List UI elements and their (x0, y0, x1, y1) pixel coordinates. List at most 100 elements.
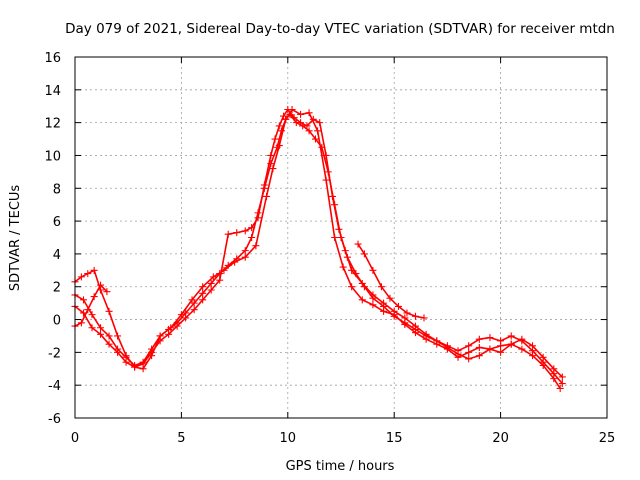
data-point (550, 365, 558, 373)
x-axis-label: GPS time / hours (286, 459, 395, 474)
data-point (358, 296, 366, 304)
data-point (277, 127, 285, 135)
data-point (97, 330, 105, 338)
data-point (269, 165, 277, 173)
data-point (394, 302, 402, 310)
data-point (103, 288, 111, 296)
data-point (77, 319, 85, 327)
y-tick-label: 16 (44, 51, 61, 66)
data-point (122, 358, 130, 366)
data-point (475, 352, 483, 360)
data-point (224, 230, 232, 238)
data-point (233, 255, 241, 263)
data-point (97, 281, 105, 289)
data-point (422, 330, 430, 338)
data-point (305, 127, 313, 135)
data-point (529, 342, 537, 350)
y-tick-label: 6 (53, 215, 61, 230)
chart-title: Day 079 of 2021, Sidereal Day-to-day VTE… (65, 21, 615, 37)
x-tick-label: 25 (599, 431, 616, 446)
data-point (271, 135, 279, 143)
data-point (297, 110, 305, 118)
data-point (248, 234, 256, 241)
data-point (303, 122, 311, 130)
data-point (114, 348, 122, 356)
data-point (507, 340, 515, 348)
data-point (518, 335, 526, 343)
data-point (558, 380, 566, 388)
data-point (369, 266, 377, 274)
data-point (390, 307, 398, 315)
data-point (241, 247, 249, 255)
series-track-b (71, 110, 566, 388)
data-point (335, 225, 343, 233)
data-point (454, 350, 462, 358)
data-point (297, 119, 305, 127)
data-point (131, 363, 139, 371)
data-point (199, 289, 207, 297)
data-point (280, 112, 288, 120)
series-line (74, 113, 563, 385)
series-line (74, 108, 561, 389)
data-point (339, 263, 347, 271)
y-tick-label: 10 (44, 149, 61, 164)
data-point (309, 115, 317, 123)
data-point (316, 119, 324, 127)
data-point (348, 266, 356, 274)
series-line (357, 243, 425, 319)
data-point (341, 247, 349, 255)
axis-ticks: 0 5 10 15 20 25 -6 -4 -2 0 2 4 6 8 10 12 14 16 (44, 51, 615, 446)
data-point (105, 340, 113, 348)
data-point (114, 332, 122, 340)
y-tick-label: 14 (44, 84, 61, 99)
data-point (263, 192, 271, 200)
series-track-e (71, 281, 111, 330)
data-point (254, 214, 262, 222)
y-tick-label: 12 (44, 117, 61, 132)
data-point (539, 353, 547, 361)
data-point (88, 324, 96, 332)
data-point (156, 337, 164, 345)
data-point (199, 296, 207, 304)
data-point (224, 261, 232, 269)
data-point (199, 283, 207, 291)
data-point (77, 273, 85, 281)
data-point (475, 335, 483, 343)
data-point (420, 314, 428, 322)
data-point (216, 276, 224, 284)
data-point (284, 106, 292, 114)
data-point (84, 306, 92, 314)
data-point (165, 330, 173, 338)
data-point (90, 266, 98, 274)
data-point (386, 294, 394, 302)
data-point (497, 348, 505, 356)
data-point (358, 279, 366, 287)
data-point (328, 192, 336, 200)
data-point (80, 296, 88, 304)
data-point (558, 373, 566, 381)
y-tick-label: -2 (48, 346, 61, 361)
data-point (401, 314, 409, 322)
data-point (433, 337, 441, 345)
data-point (360, 250, 368, 258)
data-point (252, 242, 260, 250)
data-point (354, 240, 362, 248)
x-tick-label: 10 (280, 431, 297, 446)
data-point (314, 127, 322, 135)
y-tick-label: -4 (48, 379, 61, 394)
x-tick-label: 5 (177, 431, 185, 446)
data-point (241, 227, 249, 235)
data-point (97, 324, 105, 332)
x-tick-label: 15 (386, 431, 403, 446)
data-point (105, 307, 113, 315)
data-point (369, 291, 377, 299)
data-point (331, 234, 339, 241)
plot-frame (74, 56, 608, 419)
data-point (148, 348, 156, 356)
data-point (248, 224, 256, 232)
series-line (74, 108, 563, 378)
data-point (190, 299, 198, 307)
data-point (182, 314, 190, 322)
data-point (507, 332, 515, 340)
